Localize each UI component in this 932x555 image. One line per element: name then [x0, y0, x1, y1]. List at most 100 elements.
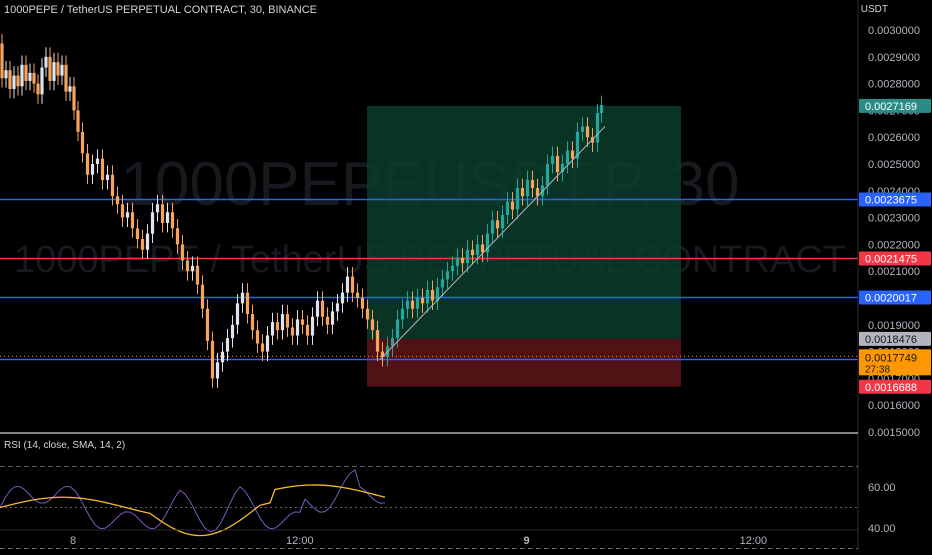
candle-body: [155, 204, 160, 213]
candle-body: [12, 75, 16, 89]
candle-body: [255, 330, 260, 344]
candle-body: [110, 174, 115, 197]
candle-body: [490, 220, 495, 234]
currency-label: USDT: [860, 4, 888, 15]
candle-body: [210, 340, 215, 379]
candle-body: [440, 279, 445, 288]
candle-body: [180, 244, 185, 261]
rsi-sma-line: [0, 484, 386, 537]
candle-body: [455, 257, 460, 266]
candle-body: [475, 244, 480, 256]
price-tick-label: 0.0016000: [868, 400, 920, 412]
candle-body: [300, 319, 305, 325]
candle-body: [265, 335, 270, 352]
current-price-label: 0.0017749: [865, 352, 917, 364]
level-blue-2-label-bg: [859, 290, 931, 305]
level-red-label-bg: [859, 251, 931, 266]
current-price-bg: [859, 349, 931, 376]
candle-body: [150, 212, 155, 234]
level-blue-1-label: 0.0023675: [865, 195, 917, 207]
price-tick-label: 0.0029000: [868, 52, 920, 64]
candle-body: [240, 292, 245, 304]
candle-body: [370, 319, 375, 331]
candle-body: [520, 188, 525, 197]
candle-body: [575, 131, 580, 159]
candle-body: [280, 314, 285, 331]
candle-body: [225, 338, 230, 352]
candle-body: [125, 212, 130, 218]
candle-body: [165, 212, 170, 223]
candle-body: [510, 201, 515, 210]
price-tick-label: 0.0022000: [868, 239, 920, 251]
rsi-tick-label: 40.00: [868, 523, 896, 535]
candle-body: [390, 338, 395, 347]
level-red-label: 0.0021475: [865, 253, 917, 265]
candles: [0, 34, 604, 388]
candle-body: [270, 322, 275, 336]
candle-body: [32, 72, 36, 84]
candle-body: [430, 289, 435, 301]
candle-body: [310, 316, 315, 336]
stop-price-label: 0.0016688: [865, 382, 917, 394]
candle-body: [599, 105, 604, 114]
candle-body: [145, 233, 150, 250]
candle-body: [28, 72, 32, 81]
candle-body: [400, 308, 405, 320]
stop-price-label-bg: [859, 379, 931, 394]
candle-body: [585, 126, 590, 138]
candle-body: [4, 70, 8, 79]
candle-body: [205, 308, 210, 341]
candle-body: [560, 164, 565, 173]
candle-body: [215, 362, 220, 379]
candle-body: [410, 300, 415, 309]
candle-body: [260, 343, 265, 352]
candle-body: [68, 86, 72, 92]
candle-body: [60, 64, 64, 76]
candle-body: [56, 62, 60, 76]
time-tick-label: 12:00: [286, 535, 314, 547]
candle-body: [465, 249, 470, 264]
candle-body: [595, 113, 600, 143]
rsi-line: [0, 469, 386, 533]
time-tick-label: 9: [524, 535, 530, 547]
candle-body: [505, 201, 510, 215]
price-tick-label: 0.0025000: [868, 159, 920, 171]
rsi-title: RSI (14, close, SMA, 14, 2): [4, 440, 126, 451]
candle-body: [64, 64, 68, 92]
candle-body: [480, 244, 485, 253]
candle-body: [160, 204, 165, 223]
candle-body: [320, 300, 325, 317]
candle-body: [48, 56, 52, 81]
candle-body: [120, 204, 125, 218]
candle-body: [245, 292, 250, 315]
candle-body: [95, 158, 100, 164]
candle-body: [305, 324, 310, 336]
candle-body: [425, 289, 430, 304]
candle-body: [24, 64, 28, 81]
candle-body: [335, 303, 340, 312]
candle-body: [76, 110, 80, 132]
price-tick-label: 0.0021000: [868, 266, 920, 278]
candle-body: [105, 174, 110, 181]
candle-body: [325, 316, 330, 325]
position-loss-zone: [367, 338, 681, 387]
price-axis: 0.00300000.00290000.00280000.00270000.00…: [857, 0, 920, 550]
candle-body: [375, 330, 380, 352]
candle-body: [420, 298, 425, 304]
candle-body: [350, 276, 355, 293]
candle-body: [130, 212, 135, 229]
candle-body: [570, 150, 575, 159]
candle-body: [195, 265, 200, 285]
candle-body: [72, 86, 76, 111]
candle-body: [345, 276, 350, 293]
candle-body: [315, 300, 320, 317]
candle-body: [550, 155, 555, 164]
candle-body: [115, 196, 120, 205]
candle-body: [90, 164, 95, 175]
candle-body: [295, 319, 300, 336]
entry-price-label: 0.0018476: [865, 334, 917, 346]
